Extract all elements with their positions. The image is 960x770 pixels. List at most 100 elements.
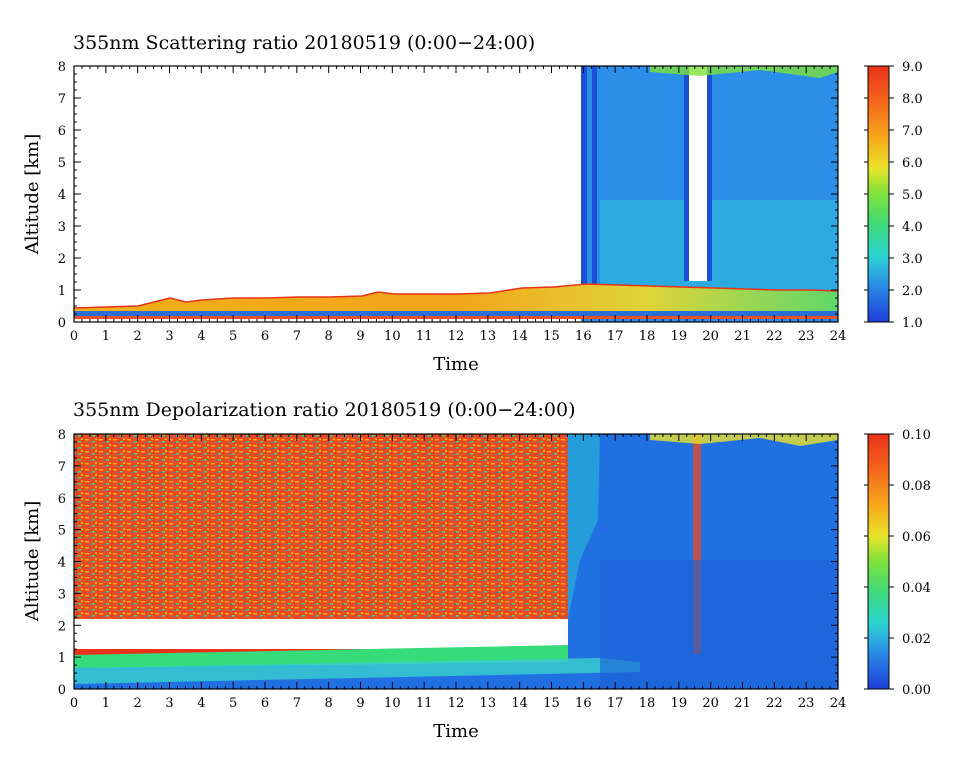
scattering-cloud-gap bbox=[689, 66, 707, 281]
x-tick-label: 8 bbox=[325, 696, 333, 711]
y-tick-label: 1 bbox=[58, 284, 66, 299]
depol-top-yellow bbox=[650, 434, 838, 446]
y-tick-label: 4 bbox=[58, 556, 66, 571]
y-tick-label: 8 bbox=[58, 60, 66, 75]
x-tick-label: 11 bbox=[416, 696, 433, 711]
depol-cyan-layer bbox=[74, 658, 640, 684]
x-tick-label: 1 bbox=[102, 696, 110, 711]
scattering-ylabel: Altitude [km] bbox=[22, 134, 43, 256]
x-tick-label: 6 bbox=[261, 329, 269, 344]
x-tick-label: 6 bbox=[261, 696, 269, 711]
depolarization-panel: 355nm Depolarization ratio 20180519 (0:0… bbox=[22, 399, 931, 742]
x-tick-label: 7 bbox=[293, 329, 301, 344]
depol-noisy-region bbox=[74, 434, 568, 619]
x-tick-label: 11 bbox=[416, 329, 433, 344]
x-tick-label: 23 bbox=[798, 696, 815, 711]
x-tick-label: 3 bbox=[165, 329, 173, 344]
x-tick-label: 21 bbox=[734, 329, 751, 344]
x-tick-label: 2 bbox=[134, 696, 142, 711]
y-tick-label: 1 bbox=[58, 651, 66, 666]
depol-white-band bbox=[74, 619, 568, 649]
x-tick-label: 5 bbox=[229, 329, 237, 344]
colorbar-tick-label: 0.02 bbox=[902, 632, 931, 647]
colorbar-tick-label: 2.0 bbox=[902, 284, 923, 299]
scattering-dark-strip-2 bbox=[592, 66, 597, 286]
x-tick-label: 22 bbox=[766, 329, 783, 344]
x-tick-label: 2 bbox=[134, 329, 142, 344]
colorbar-tick-label: 9.0 bbox=[902, 60, 923, 75]
scattering-top-green bbox=[650, 66, 838, 78]
y-tick-label: 0 bbox=[58, 316, 66, 331]
colorbar-tick-label: 0.00 bbox=[902, 683, 931, 698]
x-tick-label: 23 bbox=[798, 329, 815, 344]
x-tick-label: 24 bbox=[830, 696, 847, 711]
x-tick-label: 12 bbox=[448, 696, 465, 711]
scattering-heatmap bbox=[74, 66, 838, 322]
colorbar-tick-label: 0.06 bbox=[902, 530, 931, 545]
y-tick-label: 2 bbox=[58, 619, 66, 634]
depolarization-title: 355nm Depolarization ratio 20180519 (0:0… bbox=[73, 399, 575, 421]
x-tick-label: 14 bbox=[511, 329, 528, 344]
colorbar-tick-label: 4.0 bbox=[902, 220, 923, 235]
scattering-blue-left-cloud bbox=[684, 66, 689, 281]
x-tick-label: 18 bbox=[639, 696, 656, 711]
scattering-blue-right-cloud bbox=[707, 66, 712, 281]
y-tick-label: 0 bbox=[58, 683, 66, 698]
x-tick-label: 17 bbox=[607, 696, 624, 711]
depolarization-xlabel: Time bbox=[433, 721, 478, 742]
scattering-ground-band bbox=[74, 311, 838, 316]
scattering-panel: 355nm Scattering ratio 20180519 (0:00−24… bbox=[22, 32, 923, 375]
depolarization-colorbar-ticks: 0.00 0.02 0.04 0.06 0.08 0.10 bbox=[864, 428, 931, 698]
x-tick-label: 7 bbox=[293, 696, 301, 711]
scattering-boundary-layer bbox=[74, 284, 838, 312]
x-tick-label: 12 bbox=[448, 329, 465, 344]
scattering-colorbar-ticks: 1.0 2.0 3.0 4.0 5.0 6.0 7.0 8.0 9.0 bbox=[864, 60, 923, 331]
colorbar-tick-label: 0.08 bbox=[902, 479, 931, 494]
depol-transition bbox=[568, 434, 600, 619]
x-tick-label: 0 bbox=[70, 329, 78, 344]
x-tick-label: 21 bbox=[734, 696, 751, 711]
x-tick-label: 15 bbox=[543, 696, 560, 711]
y-tick-label: 8 bbox=[58, 428, 66, 443]
colorbar-tick-label: 1.0 bbox=[902, 316, 923, 331]
x-tick-label: 18 bbox=[639, 329, 656, 344]
colorbar-tick-label: 7.0 bbox=[902, 124, 923, 139]
y-tick-label: 2 bbox=[58, 252, 66, 267]
scattering-title: 355nm Scattering ratio 20180519 (0:00−24… bbox=[73, 32, 535, 54]
depol-dark-lower bbox=[600, 560, 838, 689]
x-tick-label: 3 bbox=[165, 696, 173, 711]
x-tick-label: 22 bbox=[766, 696, 783, 711]
x-tick-label: 4 bbox=[197, 329, 205, 344]
x-tick-label: 16 bbox=[575, 329, 592, 344]
colorbar-tick-label: 3.0 bbox=[902, 252, 923, 267]
colorbar-tick-label: 0.10 bbox=[902, 428, 931, 443]
x-tick-label: 10 bbox=[384, 696, 401, 711]
x-tick-label: 19 bbox=[671, 329, 688, 344]
x-tick-label: 9 bbox=[356, 696, 364, 711]
y-tick-label: 6 bbox=[58, 492, 66, 507]
x-tick-label: 4 bbox=[197, 696, 205, 711]
x-tick-label: 20 bbox=[702, 329, 719, 344]
x-tick-label: 20 bbox=[702, 696, 719, 711]
scattering-colorbar bbox=[867, 65, 890, 323]
x-tick-label: 19 bbox=[671, 696, 688, 711]
x-tick-label: 15 bbox=[543, 329, 560, 344]
x-tick-label: 14 bbox=[511, 696, 528, 711]
scattering-dark-strip-1 bbox=[581, 66, 587, 286]
x-tick-label: 9 bbox=[356, 329, 364, 344]
x-tick-label: 24 bbox=[830, 329, 847, 344]
y-tick-label: 5 bbox=[58, 524, 66, 539]
y-tick-label: 7 bbox=[58, 460, 66, 475]
scattering-bl-outline bbox=[74, 283, 838, 309]
y-tick-label: 7 bbox=[58, 92, 66, 107]
colorbar-tick-label: 5.0 bbox=[902, 188, 923, 203]
x-tick-label: 5 bbox=[229, 696, 237, 711]
x-tick-label: 16 bbox=[575, 696, 592, 711]
x-tick-label: 17 bbox=[607, 329, 624, 344]
x-tick-label: 0 bbox=[70, 696, 78, 711]
x-tick-label: 13 bbox=[480, 329, 497, 344]
colorbar-tick-label: 0.04 bbox=[902, 581, 931, 596]
depolarization-colorbar bbox=[867, 433, 890, 690]
depol-cloud-column bbox=[693, 434, 701, 654]
